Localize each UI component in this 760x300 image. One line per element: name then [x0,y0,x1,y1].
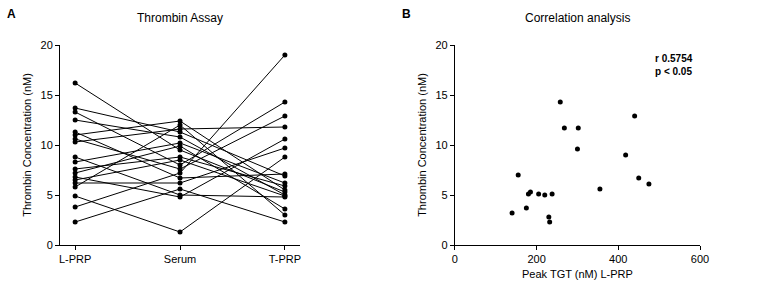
svg-text:A: A [7,7,16,21]
svg-text:5: 5 [442,189,448,201]
svg-text:0: 0 [47,239,53,251]
svg-text:r 0.5754p < 0.05: r 0.5754p < 0.05 [655,53,693,77]
svg-text:Correlation analysis: Correlation analysis [525,11,630,25]
svg-text:15: 15 [41,89,53,101]
svg-text:L-PRP: L-PRP [59,253,91,265]
svg-text:10: 10 [435,139,447,151]
svg-text:200: 200 [527,253,545,265]
svg-text:10: 10 [41,139,53,151]
svg-text:B: B [402,7,411,21]
svg-text:600: 600 [691,253,709,265]
svg-text:15: 15 [435,89,447,101]
svg-text:20: 20 [41,39,53,51]
svg-text:Serum: Serum [164,253,196,265]
svg-text:20: 20 [435,39,447,51]
svg-text:Thrombin Assay: Thrombin Assay [137,11,223,25]
svg-text:Thrombin Concentration (nM): Thrombin Concentration (nM) [21,73,33,217]
svg-text:5: 5 [47,189,53,201]
svg-text:0: 0 [442,239,448,251]
svg-text:0: 0 [452,253,458,265]
svg-text:400: 400 [609,253,627,265]
svg-text:Peak TGT (nM) L-PRP: Peak TGT (nM) L-PRP [522,268,633,280]
svg-text:Thrombin Concentration (nM): Thrombin Concentration (nM) [416,73,428,217]
svg-text:T-PRP: T-PRP [269,253,301,265]
